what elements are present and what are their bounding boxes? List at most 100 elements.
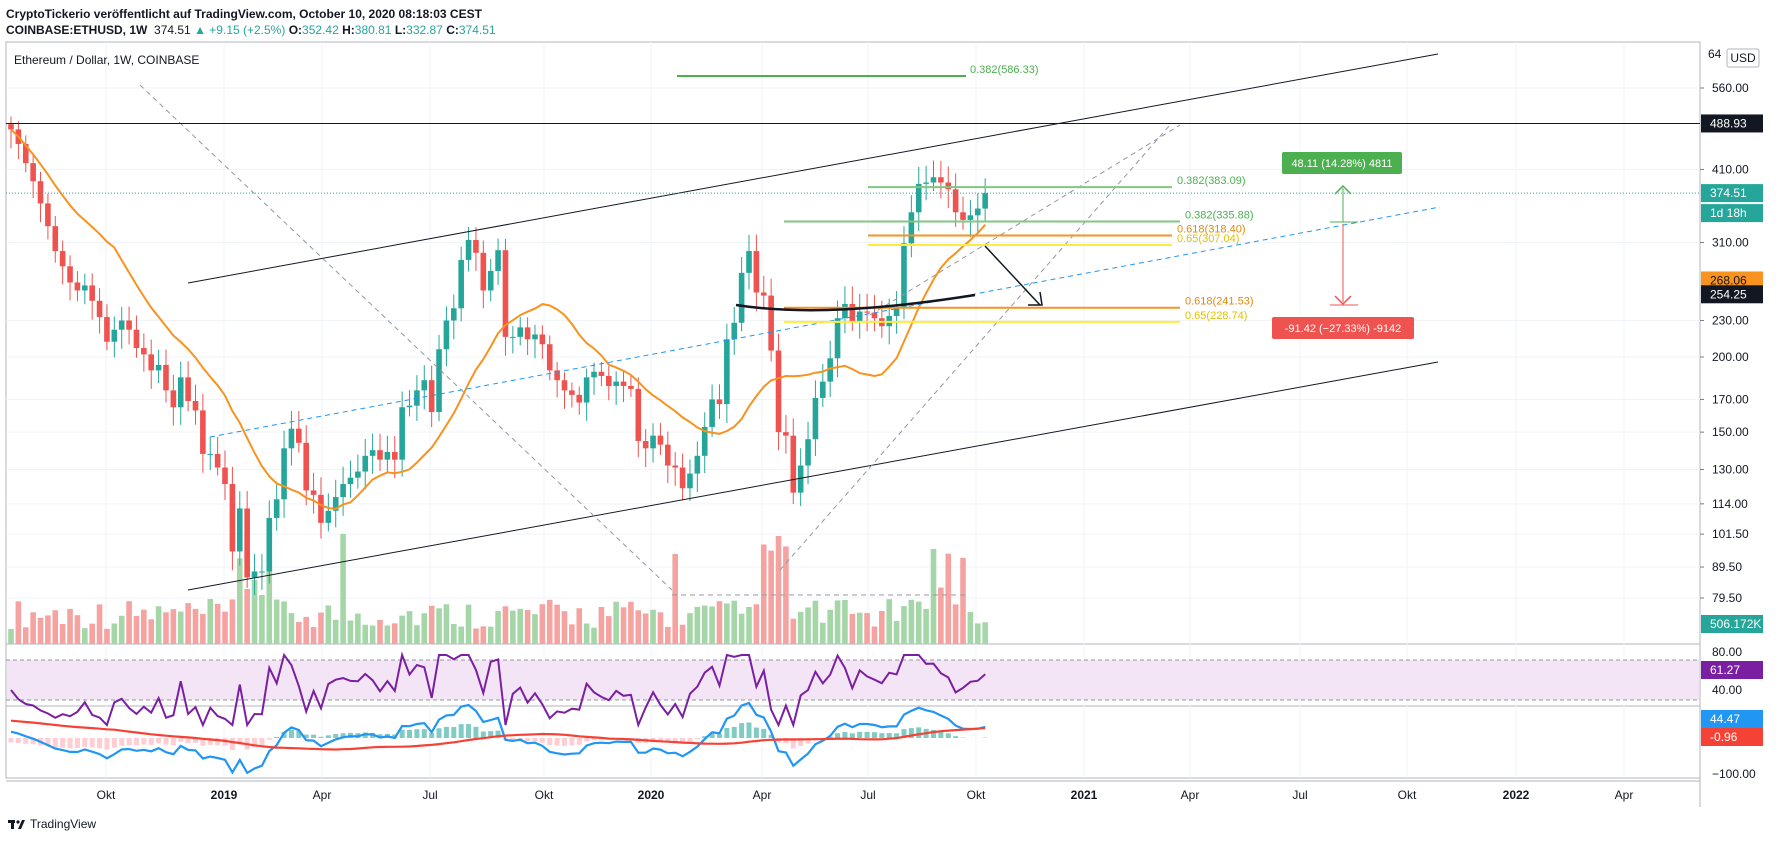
price-badge-box bbox=[1701, 184, 1763, 203]
volume-bar bbox=[421, 613, 428, 644]
price-badge-box bbox=[1701, 271, 1763, 290]
macd-histogram-bar bbox=[739, 723, 745, 738]
volume-bar bbox=[82, 628, 88, 644]
candle-body bbox=[355, 471, 361, 478]
candle-body bbox=[163, 364, 169, 391]
x-tick-label: Jul bbox=[860, 788, 875, 802]
macd-histogram-bar bbox=[23, 738, 29, 744]
x-tick-label: Apr bbox=[1615, 788, 1634, 802]
volume-bar bbox=[738, 613, 745, 644]
volume-bar bbox=[871, 626, 878, 644]
candle-body bbox=[310, 490, 317, 495]
candle-body bbox=[952, 189, 959, 213]
macd-histogram-bar bbox=[650, 738, 656, 742]
macd-histogram-bar bbox=[547, 738, 553, 746]
volume-bar bbox=[731, 600, 738, 644]
macd-histogram-bar bbox=[45, 738, 51, 747]
price-badge-box bbox=[1701, 114, 1763, 133]
macd-histogram-bar bbox=[111, 738, 117, 748]
fib-level-label: 0.382(335.88) bbox=[1185, 210, 1254, 222]
volume-bar bbox=[414, 625, 420, 644]
macd-histogram-bar bbox=[879, 733, 885, 738]
candle-body bbox=[347, 477, 354, 484]
volume-bar bbox=[296, 622, 302, 644]
macd-histogram-bar bbox=[724, 727, 730, 738]
volume-bar bbox=[974, 623, 981, 644]
candle-body bbox=[635, 388, 642, 441]
macd-histogram-bar bbox=[178, 738, 184, 742]
volume-bar bbox=[155, 606, 162, 644]
loss-label-box bbox=[1272, 317, 1414, 339]
volume-bar bbox=[192, 608, 199, 644]
macd-histogram-bar bbox=[768, 734, 774, 738]
volume-bar bbox=[783, 546, 789, 644]
macd-histogram-bar bbox=[119, 738, 125, 746]
candle-body bbox=[303, 442, 309, 491]
volume-bar bbox=[229, 599, 236, 644]
macd-histogram-bar bbox=[849, 733, 855, 738]
volume-bar bbox=[576, 608, 583, 644]
candle-body bbox=[569, 390, 575, 395]
volume-bar bbox=[384, 625, 391, 644]
macd-histogram-bar bbox=[436, 728, 442, 738]
macd-histogram-bar bbox=[252, 738, 258, 748]
volume-bar bbox=[797, 611, 804, 644]
candle-body bbox=[37, 181, 44, 204]
macd-histogram-bar bbox=[798, 738, 804, 747]
volume-bar bbox=[583, 623, 590, 644]
macd-line bbox=[10, 701, 986, 775]
macd-histogram-bar bbox=[215, 738, 221, 746]
macd-histogram-bar bbox=[687, 738, 693, 742]
volume-bar bbox=[251, 579, 258, 644]
macd-histogram-bar bbox=[473, 726, 479, 738]
macd-histogram-bar bbox=[163, 738, 169, 745]
price-badge-box bbox=[1701, 204, 1763, 223]
candle-body bbox=[827, 358, 833, 382]
candle-body bbox=[679, 467, 686, 489]
volume-bar bbox=[332, 619, 339, 644]
macd-histogram-bar bbox=[274, 737, 280, 738]
candle-body bbox=[399, 407, 405, 460]
candle-body bbox=[259, 571, 265, 573]
candle-body bbox=[251, 571, 258, 578]
volume-bar bbox=[369, 625, 376, 644]
volume-bar bbox=[8, 629, 14, 644]
footer: TradingView bbox=[8, 817, 96, 831]
macd-histogram-bar bbox=[30, 738, 36, 745]
candle-body bbox=[126, 320, 132, 330]
candle-body bbox=[805, 439, 811, 466]
volume-bar bbox=[879, 611, 885, 644]
volume-bar bbox=[259, 594, 265, 644]
candle-body bbox=[421, 380, 428, 391]
candle-body bbox=[170, 390, 177, 408]
volume-bar bbox=[347, 620, 354, 644]
y-tick-label: 79.50 bbox=[1712, 591, 1742, 605]
publisher-line: CryptoTickerio veröffentlicht auf Tradin… bbox=[6, 7, 482, 21]
x-tick-label: Apr bbox=[753, 788, 772, 802]
candle-body bbox=[148, 354, 155, 371]
candle-body bbox=[30, 163, 36, 182]
macd-histogram-bar bbox=[864, 731, 870, 738]
volume-bar bbox=[214, 603, 221, 644]
currency-button[interactable] bbox=[1726, 48, 1760, 68]
price-badge-box bbox=[1701, 710, 1763, 728]
macd-histogram-bar bbox=[569, 738, 575, 746]
volume-bar bbox=[303, 616, 309, 644]
macd-histogram-bar bbox=[133, 738, 139, 746]
volume-bar bbox=[849, 613, 856, 644]
fib-level-label: 0.65(228.74) bbox=[1185, 310, 1247, 322]
macd-histogram-bar bbox=[266, 738, 272, 740]
volume-bar bbox=[561, 611, 568, 644]
volume-bar bbox=[406, 611, 413, 644]
candle-body bbox=[332, 497, 339, 511]
volume-bar bbox=[864, 613, 870, 644]
macd-histogram-bar bbox=[510, 738, 516, 741]
volume-bar bbox=[790, 618, 797, 644]
volume-bar bbox=[539, 604, 546, 644]
candle-body bbox=[613, 381, 619, 386]
candle-body bbox=[362, 455, 369, 472]
macd-histogram-bar bbox=[562, 738, 567, 746]
macd-histogram-bar bbox=[74, 738, 80, 748]
macd-histogram-bar bbox=[665, 738, 671, 743]
